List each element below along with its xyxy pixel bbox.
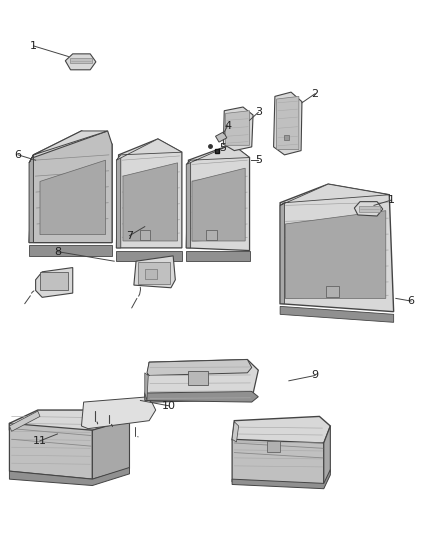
Text: 4: 4 xyxy=(224,120,231,131)
Polygon shape xyxy=(10,410,130,430)
Text: 1: 1 xyxy=(30,41,37,51)
Text: 8: 8 xyxy=(54,247,61,256)
Polygon shape xyxy=(186,144,250,165)
Polygon shape xyxy=(354,201,383,216)
Text: 3: 3 xyxy=(255,107,262,117)
Polygon shape xyxy=(65,54,96,70)
Polygon shape xyxy=(81,397,155,429)
Polygon shape xyxy=(232,470,330,489)
Polygon shape xyxy=(145,360,258,402)
Polygon shape xyxy=(232,422,239,442)
Polygon shape xyxy=(280,306,394,322)
Polygon shape xyxy=(33,131,112,243)
Polygon shape xyxy=(280,203,285,304)
Polygon shape xyxy=(29,131,112,243)
Polygon shape xyxy=(10,467,130,486)
Polygon shape xyxy=(29,131,108,163)
Bar xyxy=(138,262,170,284)
Text: 2: 2 xyxy=(311,88,318,99)
Polygon shape xyxy=(186,160,191,248)
Polygon shape xyxy=(226,111,250,146)
Polygon shape xyxy=(232,439,324,487)
Text: 10: 10 xyxy=(162,401,176,411)
Polygon shape xyxy=(274,92,302,155)
Polygon shape xyxy=(324,426,330,487)
Polygon shape xyxy=(145,391,258,402)
Bar xyxy=(145,269,157,279)
Bar xyxy=(284,135,289,140)
Text: 6: 6 xyxy=(14,150,21,160)
Polygon shape xyxy=(117,155,121,248)
Polygon shape xyxy=(286,211,386,298)
Polygon shape xyxy=(280,184,394,312)
Polygon shape xyxy=(117,251,182,261)
Polygon shape xyxy=(215,132,227,142)
Polygon shape xyxy=(186,144,250,251)
Polygon shape xyxy=(35,268,73,297)
Polygon shape xyxy=(10,423,92,479)
Polygon shape xyxy=(123,163,177,241)
Polygon shape xyxy=(186,251,250,261)
Text: 5: 5 xyxy=(219,143,226,153)
Bar xyxy=(267,441,280,451)
Bar xyxy=(140,230,150,240)
Polygon shape xyxy=(280,184,389,205)
Text: 9: 9 xyxy=(311,370,318,381)
Text: 5: 5 xyxy=(255,155,262,165)
Text: 11: 11 xyxy=(33,436,47,446)
Polygon shape xyxy=(223,107,253,151)
Polygon shape xyxy=(145,373,148,400)
Bar xyxy=(188,371,208,384)
Text: 1: 1 xyxy=(388,195,395,205)
Bar xyxy=(326,286,339,297)
Polygon shape xyxy=(29,245,112,256)
Polygon shape xyxy=(277,96,299,150)
Polygon shape xyxy=(134,256,175,288)
Text: 7: 7 xyxy=(126,231,133,241)
Polygon shape xyxy=(192,168,245,241)
Polygon shape xyxy=(40,160,106,235)
Polygon shape xyxy=(10,411,40,431)
Polygon shape xyxy=(359,206,380,212)
Text: 6: 6 xyxy=(408,296,415,306)
Polygon shape xyxy=(232,416,330,445)
Bar xyxy=(40,272,68,290)
Polygon shape xyxy=(117,139,182,248)
Polygon shape xyxy=(117,139,182,160)
Polygon shape xyxy=(29,155,33,243)
Polygon shape xyxy=(92,419,130,479)
Polygon shape xyxy=(147,360,252,375)
Bar xyxy=(206,230,217,240)
Polygon shape xyxy=(70,58,92,63)
